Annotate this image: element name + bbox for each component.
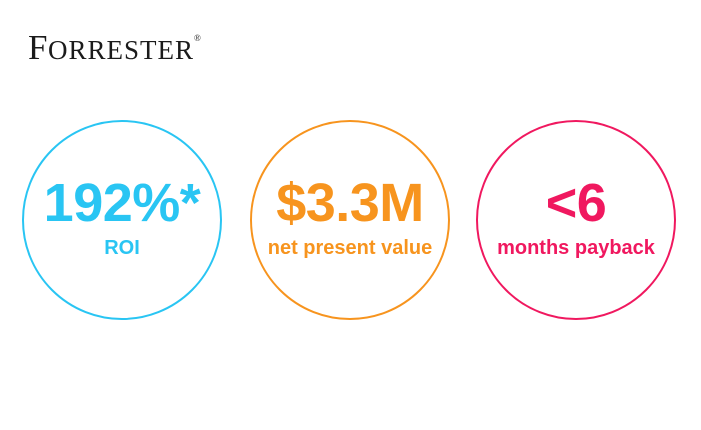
- net-present-value-label: net present value: [267, 236, 433, 259]
- logo-wordmark: ORRESTER: [47, 35, 194, 65]
- stat-circle-roi: 192%* ROI: [22, 120, 222, 320]
- forrester-logo: FORRESTER®: [28, 30, 201, 65]
- stat-circle-months-payback: <6 months payback: [476, 120, 676, 320]
- registered-trademark-symbol: ®: [194, 33, 201, 43]
- roi-value: 192%*: [43, 173, 201, 234]
- months-payback-label: months payback: [497, 236, 655, 259]
- roi-label: ROI: [104, 236, 140, 259]
- stat-circle-net-present-value: $3.3M net present value: [250, 120, 450, 320]
- net-present-value-value: $3.3M: [276, 173, 424, 234]
- logo-initial: F: [28, 28, 48, 67]
- months-payback-value: <6: [545, 173, 607, 234]
